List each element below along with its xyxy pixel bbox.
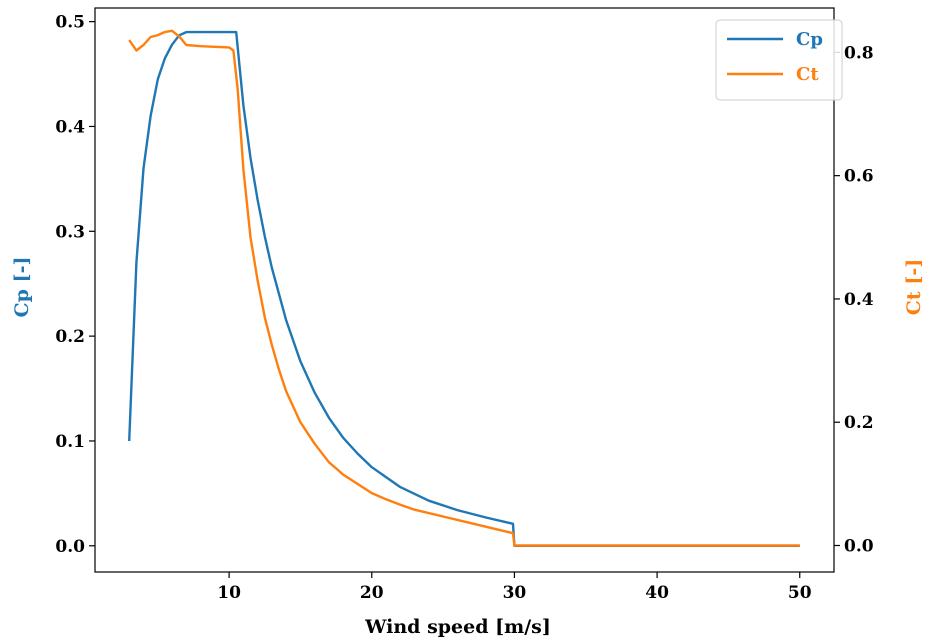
x-tick-label: 50 [788,583,812,603]
x-tick-label: 40 [645,583,669,603]
y-tick-label-left: 0.0 [55,537,85,557]
y-axis-label-left: Cp [-] [11,257,33,318]
y-tick-label-right: 0.0 [844,536,874,556]
y-tick-label-left: 0.2 [55,327,85,347]
x-tick-label: 20 [360,583,384,603]
series-line-ct [128,29,800,547]
legend-label-ct: Ct [796,64,819,85]
legend: Cp Ct [715,19,843,101]
y-tick-label-left: 0.4 [55,117,85,137]
axes [94,7,835,573]
x-tick-label: 30 [503,583,527,603]
axes-frame [94,7,835,573]
y-axis-label-right: Ct [-] [903,259,925,315]
y-tick-label-right: 0.8 [844,43,874,63]
legend-box [715,19,843,101]
tick-marks: 10 20 30 40 50 0.0 0.1 0.2 0.3 0.4 0.5 0.0 0.2 0.4 0.6… [55,13,873,603]
x-tick-label: 10 [217,583,241,603]
y-tick-label-right: 0.4 [844,290,874,310]
y-tick-label-left: 0.5 [55,13,85,33]
legend-label-cp: Cp [796,29,823,50]
y-tick-label-left: 0.1 [55,432,85,452]
series-layer [128,29,800,547]
y-tick-label-right: 0.2 [844,413,874,433]
series-line-cp [128,30,800,547]
y-tick-label-left: 0.3 [55,222,85,242]
x-axis-label: Wind speed [m/s] [364,616,551,638]
y-tick-label-right: 0.6 [844,167,874,187]
